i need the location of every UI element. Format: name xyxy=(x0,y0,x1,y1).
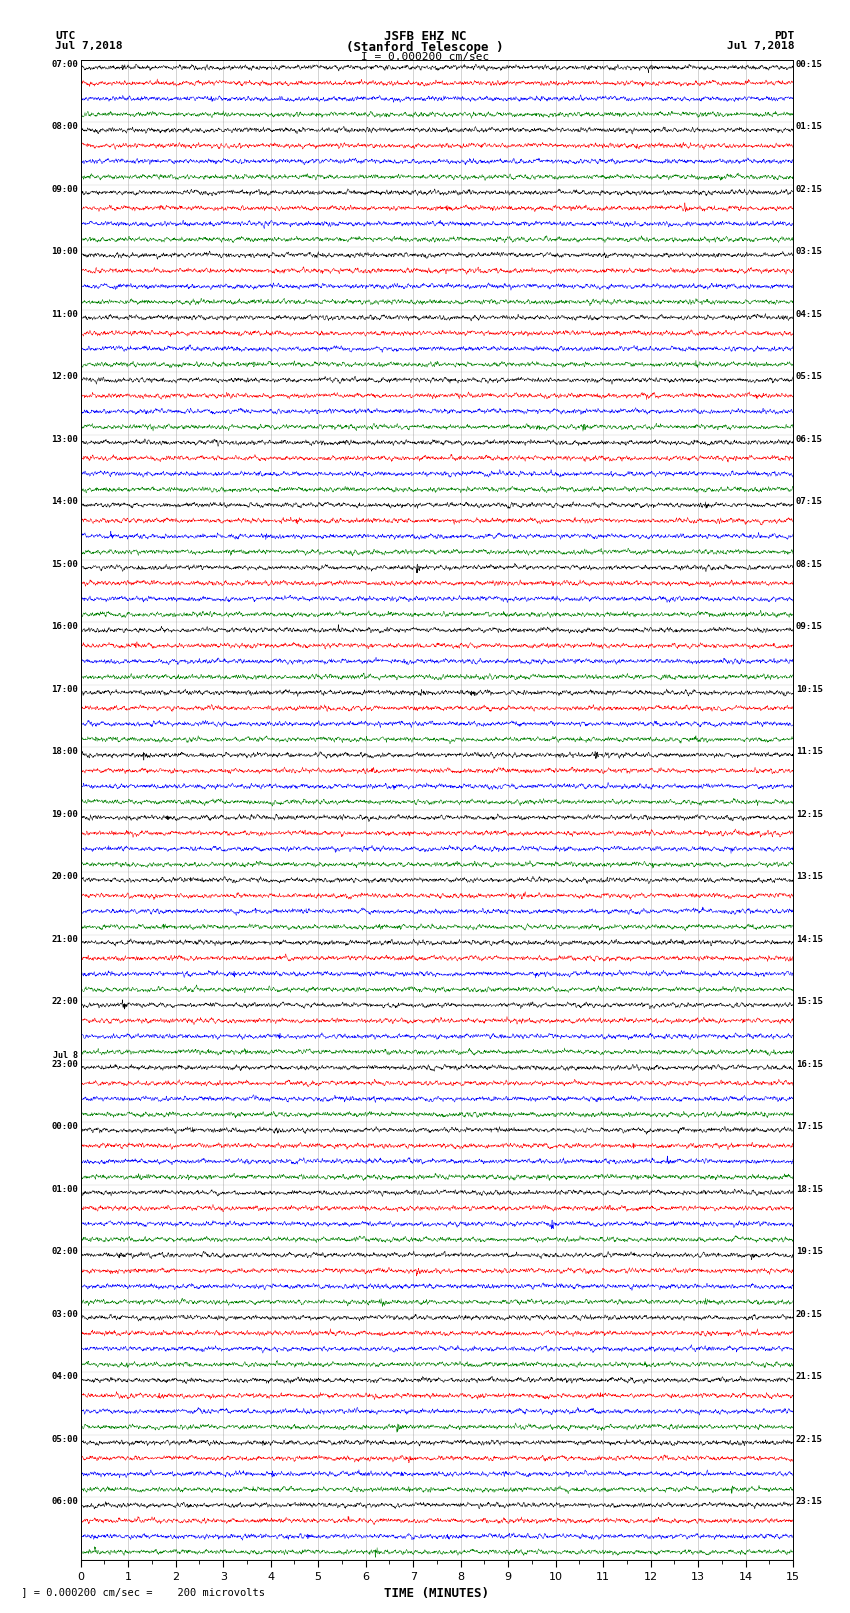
Text: 23:15: 23:15 xyxy=(796,1497,823,1507)
Text: Jul 7,2018: Jul 7,2018 xyxy=(728,40,795,52)
Text: 11:15: 11:15 xyxy=(796,747,823,756)
Text: 10:00: 10:00 xyxy=(51,247,78,256)
Text: 08:00: 08:00 xyxy=(51,123,78,131)
Text: 07:15: 07:15 xyxy=(796,497,823,506)
Text: 04:15: 04:15 xyxy=(796,310,823,319)
Text: 17:15: 17:15 xyxy=(796,1123,823,1131)
Text: 04:00: 04:00 xyxy=(51,1373,78,1381)
X-axis label: TIME (MINUTES): TIME (MINUTES) xyxy=(384,1587,490,1600)
Text: Jul 7,2018: Jul 7,2018 xyxy=(55,40,122,52)
Text: 02:15: 02:15 xyxy=(796,185,823,194)
Text: 07:00: 07:00 xyxy=(51,60,78,69)
Text: 21:15: 21:15 xyxy=(796,1373,823,1381)
Text: 08:15: 08:15 xyxy=(796,560,823,569)
Text: (Stanford Telescope ): (Stanford Telescope ) xyxy=(346,40,504,55)
Text: 22:00: 22:00 xyxy=(51,997,78,1007)
Text: 12:15: 12:15 xyxy=(796,810,823,819)
Text: 09:15: 09:15 xyxy=(796,623,823,631)
Text: 05:15: 05:15 xyxy=(796,373,823,381)
Text: 10:15: 10:15 xyxy=(796,684,823,694)
Text: 23:00: 23:00 xyxy=(51,1060,78,1069)
Text: 15:15: 15:15 xyxy=(796,997,823,1007)
Text: 19:00: 19:00 xyxy=(51,810,78,819)
Text: 21:00: 21:00 xyxy=(51,934,78,944)
Text: 18:15: 18:15 xyxy=(796,1184,823,1194)
Text: 05:00: 05:00 xyxy=(51,1436,78,1444)
Text: ] = 0.000200 cm/sec =    200 microvolts: ] = 0.000200 cm/sec = 200 microvolts xyxy=(15,1587,265,1597)
Text: 20:15: 20:15 xyxy=(796,1310,823,1319)
Text: 16:15: 16:15 xyxy=(796,1060,823,1069)
Text: 13:00: 13:00 xyxy=(51,434,78,444)
Text: 14:15: 14:15 xyxy=(796,934,823,944)
Text: 02:00: 02:00 xyxy=(51,1247,78,1257)
Text: UTC: UTC xyxy=(55,31,76,40)
Text: 06:00: 06:00 xyxy=(51,1497,78,1507)
Text: Jul 8: Jul 8 xyxy=(53,1050,78,1060)
Text: PDT: PDT xyxy=(774,31,795,40)
Text: 12:00: 12:00 xyxy=(51,373,78,381)
Text: 00:00: 00:00 xyxy=(51,1123,78,1131)
Text: 19:15: 19:15 xyxy=(796,1247,823,1257)
Text: 15:00: 15:00 xyxy=(51,560,78,569)
Text: 03:15: 03:15 xyxy=(796,247,823,256)
Text: I = 0.000200 cm/sec: I = 0.000200 cm/sec xyxy=(361,52,489,63)
Text: 13:15: 13:15 xyxy=(796,873,823,881)
Text: 11:00: 11:00 xyxy=(51,310,78,319)
Text: 16:00: 16:00 xyxy=(51,623,78,631)
Text: 00:15: 00:15 xyxy=(796,60,823,69)
Text: 01:00: 01:00 xyxy=(51,1184,78,1194)
Text: 03:00: 03:00 xyxy=(51,1310,78,1319)
Text: 18:00: 18:00 xyxy=(51,747,78,756)
Text: 06:15: 06:15 xyxy=(796,434,823,444)
Text: JSFB EHZ NC: JSFB EHZ NC xyxy=(383,31,467,44)
Text: 20:00: 20:00 xyxy=(51,873,78,881)
Text: 22:15: 22:15 xyxy=(796,1436,823,1444)
Text: 09:00: 09:00 xyxy=(51,185,78,194)
Text: 01:15: 01:15 xyxy=(796,123,823,131)
Text: 14:00: 14:00 xyxy=(51,497,78,506)
Text: 17:00: 17:00 xyxy=(51,684,78,694)
